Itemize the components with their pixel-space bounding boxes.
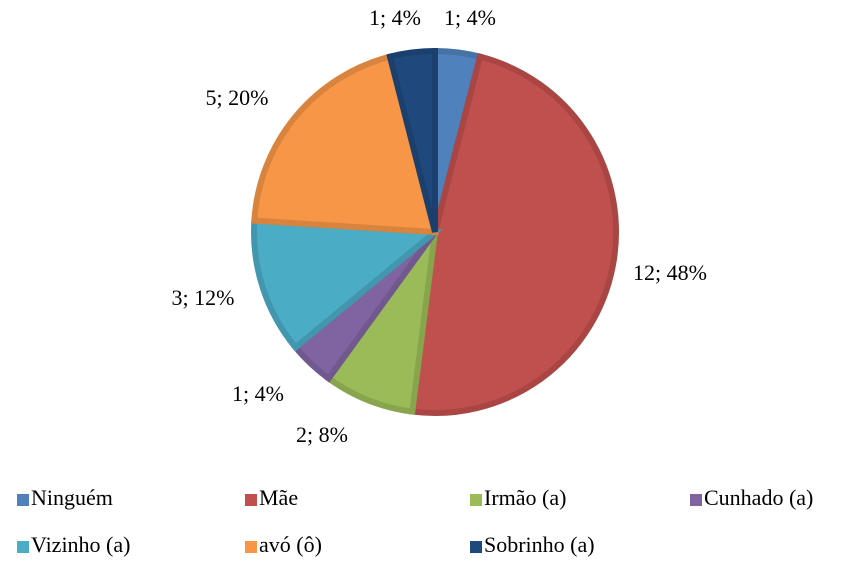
legend-label: avó (ô) — [259, 532, 322, 557]
legend-label: Ninguém — [31, 485, 113, 510]
data-label: 12; 48% — [633, 260, 707, 285]
legend-swatch — [470, 541, 482, 553]
legend-label: Mãe — [259, 485, 298, 510]
legend-label: Vizinho (a) — [31, 532, 130, 557]
data-label: 2; 8% — [296, 422, 348, 447]
pie-slice — [408, 53, 619, 416]
legend-swatch — [17, 494, 29, 506]
legend-swatch — [245, 494, 257, 506]
data-label: 1; 4% — [369, 5, 421, 30]
legend-label: Irmão (a) — [484, 485, 566, 510]
legend-swatch — [245, 541, 257, 553]
legend-swatch — [17, 541, 29, 553]
legend-swatch — [690, 494, 702, 506]
data-label: 1; 4% — [444, 5, 496, 30]
data-label: 1; 4% — [232, 381, 284, 406]
pie-slice — [386, 47, 438, 233]
legend-label: Cunhado (a) — [704, 485, 813, 510]
data-label: 5; 20% — [206, 85, 269, 110]
data-label: 3; 12% — [172, 285, 235, 310]
legend-label: Sobrinho (a) — [484, 532, 595, 557]
pie-slice — [251, 217, 443, 352]
pie-slice — [251, 53, 439, 236]
legend-swatch — [470, 494, 482, 506]
